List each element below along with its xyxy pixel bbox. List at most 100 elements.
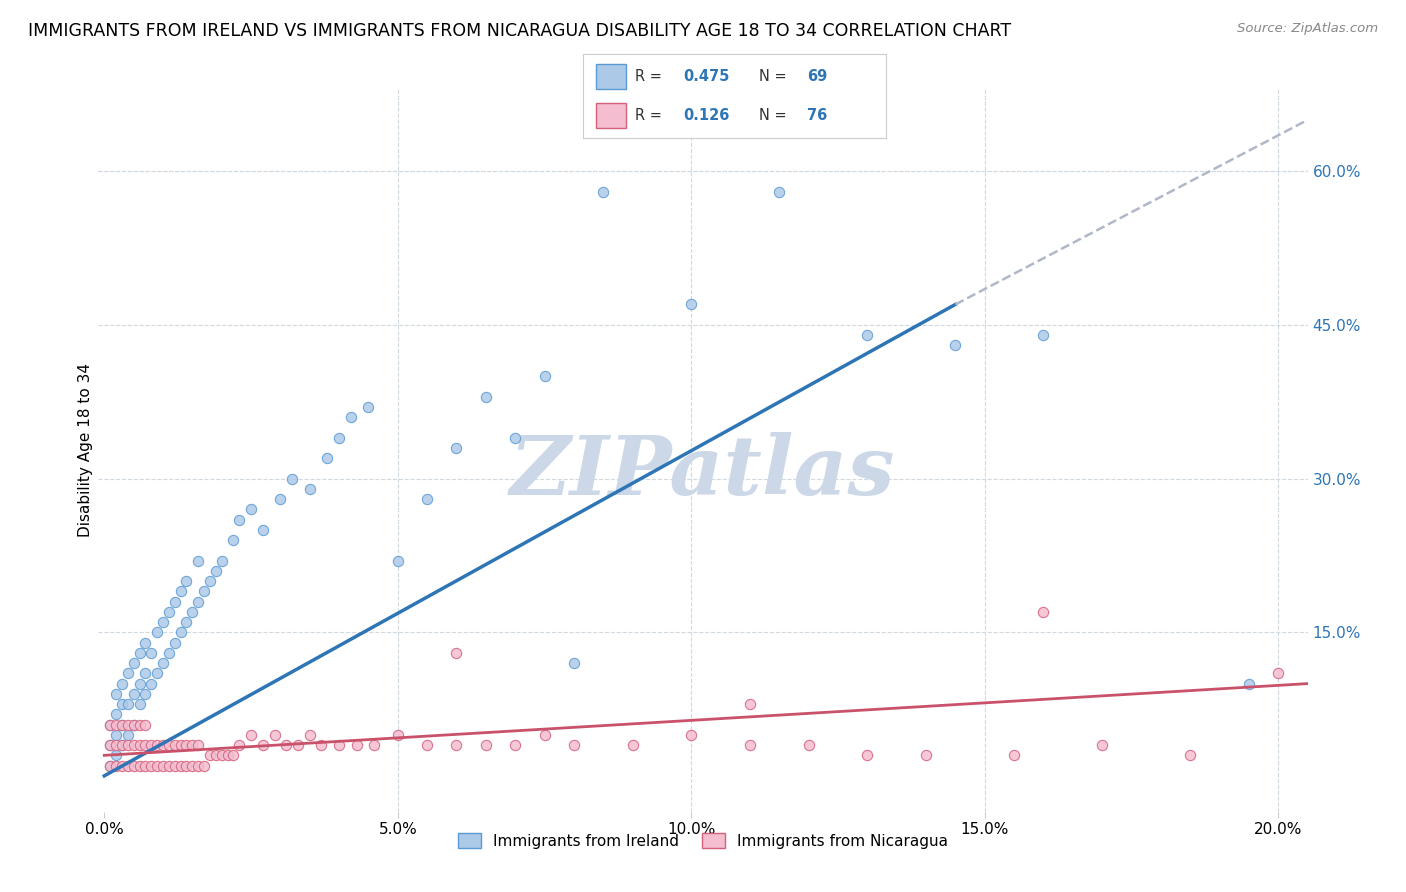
Point	[146, 625, 169, 640]
Point	[105, 707, 128, 722]
Y-axis label: Disability Age 18 to 34: Disability Age 18 to 34	[77, 363, 93, 538]
Point	[298, 728, 321, 742]
Point	[181, 758, 204, 772]
Point	[152, 656, 174, 670]
Point	[117, 717, 139, 731]
Point	[193, 584, 215, 599]
Point	[768, 185, 790, 199]
Point	[387, 728, 409, 742]
Text: N =: N =	[759, 69, 792, 84]
Point	[122, 758, 145, 772]
Point	[134, 717, 156, 731]
Point	[152, 758, 174, 772]
Text: 0.126: 0.126	[683, 108, 730, 123]
Point	[281, 472, 304, 486]
Point	[157, 605, 180, 619]
Point	[134, 687, 156, 701]
Point	[163, 738, 186, 752]
Point	[328, 738, 350, 752]
Point	[1237, 676, 1260, 690]
FancyBboxPatch shape	[596, 103, 626, 128]
Point	[98, 738, 121, 752]
Point	[134, 738, 156, 752]
Point	[1267, 666, 1289, 681]
Point	[98, 717, 121, 731]
Point	[169, 758, 191, 772]
Point	[98, 738, 121, 752]
Point	[163, 594, 186, 608]
Point	[269, 492, 291, 507]
Point	[503, 738, 526, 752]
Point	[111, 717, 134, 731]
Point	[169, 738, 191, 752]
Point	[111, 738, 134, 752]
Point	[204, 564, 226, 578]
Point	[134, 635, 156, 649]
Point	[105, 738, 128, 752]
Point	[681, 297, 703, 311]
Point	[122, 687, 145, 701]
Point	[157, 646, 180, 660]
Point	[176, 738, 198, 752]
Point	[111, 676, 134, 690]
Point	[298, 482, 321, 496]
Point	[856, 328, 879, 343]
Point	[211, 554, 233, 568]
Point	[169, 625, 191, 640]
Point	[141, 738, 163, 752]
Point	[187, 594, 209, 608]
Point	[328, 431, 350, 445]
Point	[176, 615, 198, 629]
Point	[152, 615, 174, 629]
Point	[117, 758, 139, 772]
Point	[915, 748, 938, 763]
Point	[738, 738, 761, 752]
Point	[533, 728, 555, 742]
Point	[621, 738, 644, 752]
Point	[152, 738, 174, 752]
FancyBboxPatch shape	[596, 63, 626, 89]
Point	[187, 554, 209, 568]
Point	[176, 758, 198, 772]
Point	[416, 492, 439, 507]
Point	[111, 738, 134, 752]
Point	[146, 666, 169, 681]
Point	[105, 687, 128, 701]
Point	[187, 738, 209, 752]
Point	[738, 697, 761, 711]
Point	[198, 574, 221, 588]
Point	[222, 533, 245, 548]
Point	[346, 738, 368, 752]
Point	[311, 738, 333, 752]
Point	[146, 758, 169, 772]
Point	[446, 646, 468, 660]
Text: N =: N =	[759, 108, 792, 123]
Point	[134, 666, 156, 681]
Point	[276, 738, 298, 752]
Point	[128, 646, 150, 660]
Point	[98, 758, 121, 772]
Point	[181, 738, 204, 752]
Point	[357, 400, 380, 414]
Point	[1091, 738, 1114, 752]
Point	[146, 738, 169, 752]
Point	[163, 758, 186, 772]
Point	[176, 574, 198, 588]
Point	[1032, 328, 1054, 343]
Point	[141, 676, 163, 690]
Point	[141, 646, 163, 660]
Point	[198, 748, 221, 763]
Point	[211, 748, 233, 763]
Point	[169, 584, 191, 599]
Text: 0.475: 0.475	[683, 69, 730, 84]
Point	[387, 554, 409, 568]
Point	[475, 390, 498, 404]
Point	[316, 451, 339, 466]
Point	[141, 758, 163, 772]
Point	[263, 728, 285, 742]
Point	[117, 728, 139, 742]
Point	[117, 666, 139, 681]
Point	[228, 513, 250, 527]
Legend: Immigrants from Ireland, Immigrants from Nicaragua: Immigrants from Ireland, Immigrants from…	[451, 827, 955, 855]
Point	[117, 738, 139, 752]
